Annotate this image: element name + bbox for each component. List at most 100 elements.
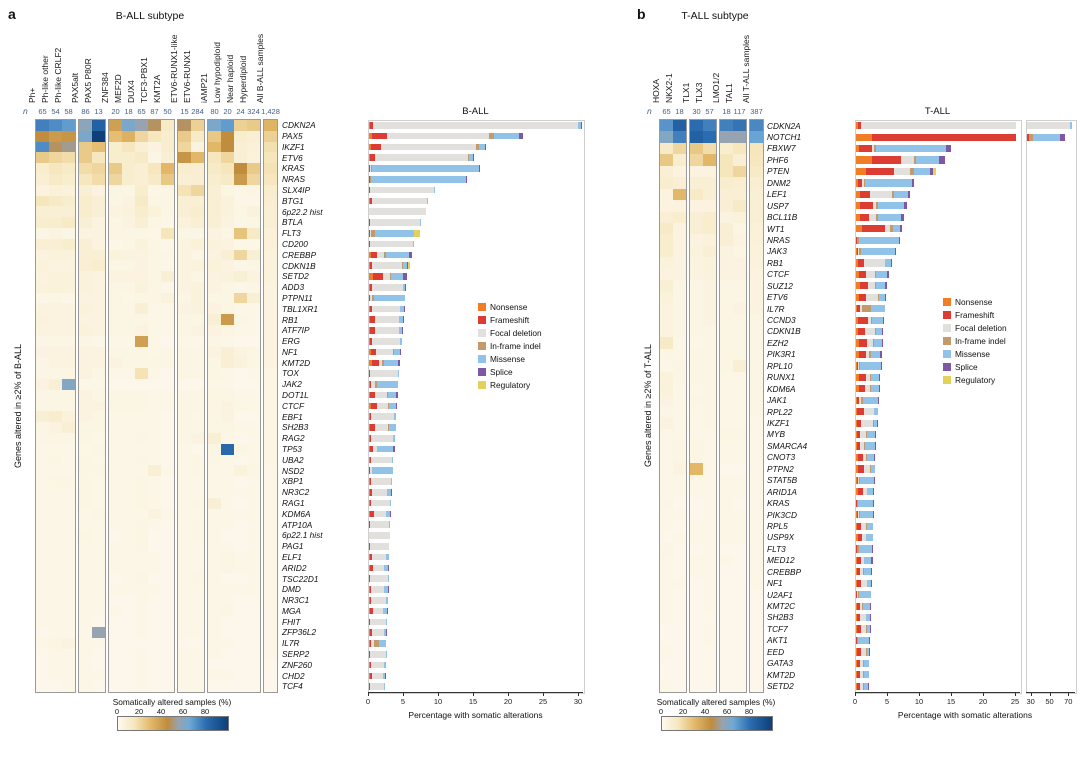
bar-segment-focal-deletion xyxy=(857,476,860,484)
bar-segment-nonsense xyxy=(856,614,858,622)
colorbar-tick-label: 0 xyxy=(658,707,664,716)
heatmap-cell xyxy=(247,163,260,175)
bar-segment-splice xyxy=(878,373,881,381)
bar-segment-missense xyxy=(867,579,872,587)
heatmap-cell xyxy=(247,465,260,477)
subtype-header: HOXA xyxy=(650,78,661,103)
heatmap-cell xyxy=(62,357,75,369)
heatmap-cell xyxy=(703,600,716,613)
heatmap-cell xyxy=(221,227,234,240)
heatmap-cell xyxy=(109,540,122,553)
heatmap-cell xyxy=(690,177,703,190)
heatmap-cell xyxy=(148,195,161,207)
heatmap-cell xyxy=(191,519,204,531)
bar-segment-nonsense xyxy=(856,556,858,565)
bar-segment-frameshift xyxy=(858,293,866,301)
bar-segment-focal-deletion xyxy=(856,591,858,599)
bar-segment-nonsense xyxy=(856,316,858,324)
bar-segment-focal-deletion xyxy=(371,478,391,485)
heatmap-cell xyxy=(733,463,746,476)
bar-row xyxy=(856,259,892,267)
heatmap-cell xyxy=(208,422,221,434)
bar-segment-frameshift xyxy=(369,683,370,690)
gene-label: ARID2 xyxy=(282,562,307,573)
heatmap-cell xyxy=(135,638,148,650)
bar-segment-focal-deletion xyxy=(372,629,384,636)
heatmap-cell xyxy=(221,163,234,175)
gene-label: SMARCA4 xyxy=(767,440,808,451)
heatmap-cell xyxy=(79,227,92,240)
bar-segment-regulatory xyxy=(932,167,936,176)
bar-segment-missense xyxy=(388,543,390,550)
heatmap-cell xyxy=(264,627,277,639)
heatmap-cell xyxy=(148,141,161,153)
heatmap-cell xyxy=(79,389,92,402)
subtype-header: All B-ALL samples xyxy=(254,33,265,103)
heatmap-cell xyxy=(264,260,277,272)
bar-segment-focal-deletion xyxy=(374,316,400,323)
bar-segment-splice xyxy=(873,476,875,484)
heatmap-cell xyxy=(247,281,260,294)
x-axis-tick-label: 10 xyxy=(914,697,924,706)
heatmap-cell xyxy=(703,280,716,293)
heatmap-cell xyxy=(36,325,49,337)
bar-segment-frameshift xyxy=(369,283,372,291)
heatmap-cell xyxy=(79,249,92,261)
subtype-header: MEF2D xyxy=(112,74,123,103)
heatmap-cell xyxy=(690,120,703,133)
bar-segment-focal-deletion xyxy=(373,510,386,518)
bar-segments xyxy=(856,350,882,359)
heatmap-cell xyxy=(161,368,174,380)
bar-segment-splice xyxy=(870,602,872,610)
heatmap-cell xyxy=(720,669,733,682)
bar-row xyxy=(369,262,410,269)
bar-segment-missense xyxy=(866,533,873,542)
bar-segment-focal-deletion xyxy=(866,373,871,381)
heatmap-cell xyxy=(264,130,277,143)
heatmap-cell xyxy=(234,173,247,186)
heatmap-cell xyxy=(161,292,174,305)
bar-segments xyxy=(856,568,872,576)
heatmap-cell xyxy=(690,486,703,499)
heatmap-cell xyxy=(122,659,135,671)
heatmap-cell xyxy=(178,670,191,682)
heatmap-cell xyxy=(208,173,221,186)
heatmap-cell xyxy=(148,605,161,618)
bar-segments xyxy=(856,648,870,656)
bar-segment-focal-deletion xyxy=(369,176,371,183)
n-value: 13 xyxy=(94,107,103,116)
legend-label: Focal deletion xyxy=(955,322,1007,333)
heatmap-cell xyxy=(161,627,174,639)
heatmap-cell xyxy=(178,497,191,510)
bar-segment-splice xyxy=(872,522,874,530)
heatmap-cell xyxy=(36,271,49,283)
bar-segment-frameshift xyxy=(860,190,871,198)
bar-segment-missense xyxy=(388,424,396,431)
gene-label: FLT3 xyxy=(767,543,786,554)
heatmap-cell xyxy=(161,195,174,207)
heatmap-cell xyxy=(191,346,204,359)
heatmap-cell xyxy=(660,211,673,224)
bar-segment-focal-deletion xyxy=(369,467,372,475)
heatmap-cell xyxy=(221,681,234,693)
heatmap-cell xyxy=(673,543,686,556)
bar-segments xyxy=(856,533,874,542)
heatmap-cell xyxy=(109,195,122,207)
heatmap-cell xyxy=(191,238,204,251)
heatmap-cell xyxy=(122,476,135,488)
heatmap-cell xyxy=(234,454,247,466)
heatmap-cell xyxy=(221,422,234,434)
heatmap-cell xyxy=(247,562,260,574)
heatmap-cell xyxy=(122,346,135,359)
heatmap-cell xyxy=(178,594,191,607)
gene-label: IKZF1 xyxy=(767,418,790,428)
bar-segment-missense xyxy=(864,556,872,565)
bar-segment-frameshift xyxy=(369,640,372,647)
bar-row-tail xyxy=(1027,122,1073,130)
bar-segment-frameshift xyxy=(370,391,375,399)
gene-label: NRAS xyxy=(282,174,306,185)
heatmap-cell xyxy=(660,486,673,499)
heatmap-cell xyxy=(660,680,673,693)
heatmap-cell xyxy=(208,627,221,639)
heatmap-cell xyxy=(122,325,135,337)
